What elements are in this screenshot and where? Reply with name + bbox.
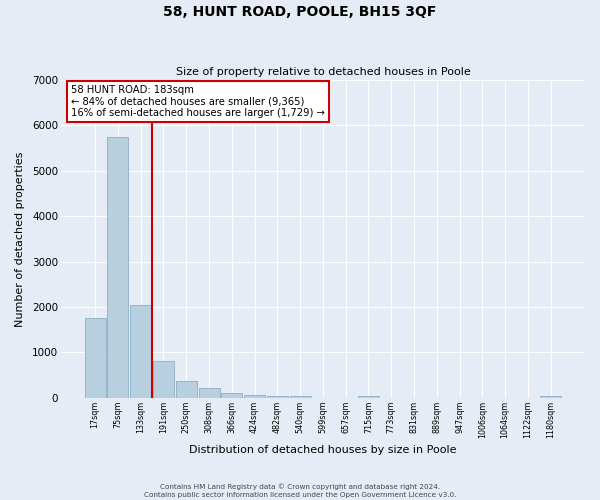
Bar xyxy=(153,362,174,398)
Y-axis label: Number of detached properties: Number of detached properties xyxy=(15,151,25,326)
Bar xyxy=(221,393,242,398)
Text: 58 HUNT ROAD: 183sqm
← 84% of detached houses are smaller (9,365)
16% of semi-de: 58 HUNT ROAD: 183sqm ← 84% of detached h… xyxy=(71,85,325,118)
Bar xyxy=(199,388,220,398)
Bar xyxy=(130,304,151,398)
Bar xyxy=(107,137,128,398)
Bar xyxy=(540,396,561,398)
Title: Size of property relative to detached houses in Poole: Size of property relative to detached ho… xyxy=(176,66,470,76)
Bar xyxy=(176,381,197,398)
Text: Contains HM Land Registry data © Crown copyright and database right 2024.
Contai: Contains HM Land Registry data © Crown c… xyxy=(144,484,456,498)
Bar xyxy=(267,396,288,398)
Bar xyxy=(358,396,379,398)
Bar xyxy=(290,396,311,398)
Text: 58, HUNT ROAD, POOLE, BH15 3QF: 58, HUNT ROAD, POOLE, BH15 3QF xyxy=(163,5,437,19)
Bar xyxy=(85,318,106,398)
Bar xyxy=(244,395,265,398)
X-axis label: Distribution of detached houses by size in Poole: Distribution of detached houses by size … xyxy=(189,445,457,455)
